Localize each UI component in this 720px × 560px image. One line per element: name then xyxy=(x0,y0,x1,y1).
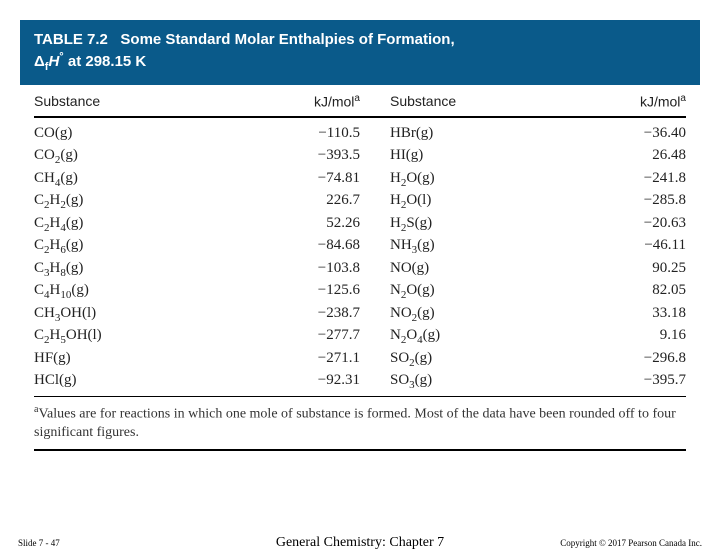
data-rows: CO(g)−110.5HBr(g)−36.40CO2(g)−393.5HI(g)… xyxy=(20,118,700,396)
table-title-bar: TABLE 7.2 Some Standard Molar Enthalpies… xyxy=(20,20,700,85)
substance-left: C2H2(g) xyxy=(34,189,230,212)
value-right: −296.8 xyxy=(556,347,686,370)
value-right: −46.11 xyxy=(556,234,686,257)
value-right: 33.18 xyxy=(556,302,686,325)
substance-right: H2O(g) xyxy=(360,167,556,190)
substance-left: C4H10(g) xyxy=(34,279,230,302)
value-right: −20.63 xyxy=(556,212,686,235)
value-left: −84.68 xyxy=(230,234,360,257)
substance-right: NO2(g) xyxy=(360,302,556,325)
substance-right: HBr(g) xyxy=(360,122,556,145)
value-left: −271.1 xyxy=(230,347,360,370)
substance-left: CO(g) xyxy=(34,122,230,145)
substance-right: H2O(l) xyxy=(360,189,556,212)
value-left: 52.26 xyxy=(230,212,360,235)
table-row: CH4(g)−74.81H2O(g)−241.8 xyxy=(34,167,686,190)
footnote-text: Values are for reactions in which one mo… xyxy=(34,406,676,440)
rule-end xyxy=(34,449,686,451)
value-right: 26.48 xyxy=(556,144,686,167)
value-left: −103.8 xyxy=(230,257,360,280)
value-right: −395.7 xyxy=(556,369,686,392)
table-row: C2H5OH(l)−277.7N2O4(g)9.16 xyxy=(34,324,686,347)
table-row: C3H8(g)−103.8NO(g)90.25 xyxy=(34,257,686,280)
value-right: −285.8 xyxy=(556,189,686,212)
table-row: CH3OH(l)−238.7NO2(g)33.18 xyxy=(34,302,686,325)
value-left: 226.7 xyxy=(230,189,360,212)
value-left: −92.31 xyxy=(230,369,360,392)
substance-left: CH3OH(l) xyxy=(34,302,230,325)
enthalpy-table: TABLE 7.2 Some Standard Molar Enthalpies… xyxy=(20,20,700,451)
table-row: HF(g)−271.1SO2(g)−296.8 xyxy=(34,347,686,370)
substance-right: SO2(g) xyxy=(360,347,556,370)
substance-right: N2O(g) xyxy=(360,279,556,302)
substance-right: H2S(g) xyxy=(360,212,556,235)
substance-left: HF(g) xyxy=(34,347,230,370)
delta-h: H xyxy=(48,53,59,70)
col-substance-2: Substance xyxy=(360,93,556,110)
substance-right: SO3(g) xyxy=(360,369,556,392)
table-title: Some Standard Molar Enthalpies of Format… xyxy=(120,31,454,48)
substance-right: N2O4(g) xyxy=(360,324,556,347)
value-left: −393.5 xyxy=(230,144,360,167)
substance-left: C2H5OH(l) xyxy=(34,324,230,347)
table-row: C4H10(g)−125.6N2O(g)82.05 xyxy=(34,279,686,302)
col-value-2: kJ/mola xyxy=(556,93,686,110)
value-right: 9.16 xyxy=(556,324,686,347)
delta-rest: at 298.15 K xyxy=(64,53,147,70)
value-left: −74.81 xyxy=(230,167,360,190)
table-row: CO(g)−110.5HBr(g)−36.40 xyxy=(34,122,686,145)
substance-left: C2H4(g) xyxy=(34,212,230,235)
substance-left: CO2(g) xyxy=(34,144,230,167)
substance-left: C3H8(g) xyxy=(34,257,230,280)
value-right: 82.05 xyxy=(556,279,686,302)
delta-symbol: Δ xyxy=(34,53,45,70)
value-right: 90.25 xyxy=(556,257,686,280)
value-left: −238.7 xyxy=(230,302,360,325)
footnote: aValues are for reactions in which one m… xyxy=(20,397,700,443)
value-left: −125.6 xyxy=(230,279,360,302)
table-number: TABLE 7.2 xyxy=(34,31,108,48)
table-row: HCl(g)−92.31SO3(g)−395.7 xyxy=(34,369,686,392)
substance-right: HI(g) xyxy=(360,144,556,167)
value-left: −277.7 xyxy=(230,324,360,347)
substance-left: CH4(g) xyxy=(34,167,230,190)
col-value-1: kJ/mola xyxy=(230,93,360,110)
value-right: −36.40 xyxy=(556,122,686,145)
col-substance-1: Substance xyxy=(34,93,230,110)
substance-left: C2H6(g) xyxy=(34,234,230,257)
table-row: CO2(g)−393.5HI(g)26.48 xyxy=(34,144,686,167)
substance-right: NO(g) xyxy=(360,257,556,280)
value-left: −110.5 xyxy=(230,122,360,145)
substance-right: NH3(g) xyxy=(360,234,556,257)
value-right: −241.8 xyxy=(556,167,686,190)
column-headers: Substance kJ/mola Substance kJ/mola xyxy=(20,85,700,116)
substance-left: HCl(g) xyxy=(34,369,230,392)
table-row: C2H6(g)−84.68NH3(g)−46.11 xyxy=(34,234,686,257)
table-row: C2H2(g)226.7H2O(l)−285.8 xyxy=(34,189,686,212)
table-row: C2H4(g)52.26H2S(g)−20.63 xyxy=(34,212,686,235)
chapter-title: General Chemistry: Chapter 7 xyxy=(276,535,444,551)
